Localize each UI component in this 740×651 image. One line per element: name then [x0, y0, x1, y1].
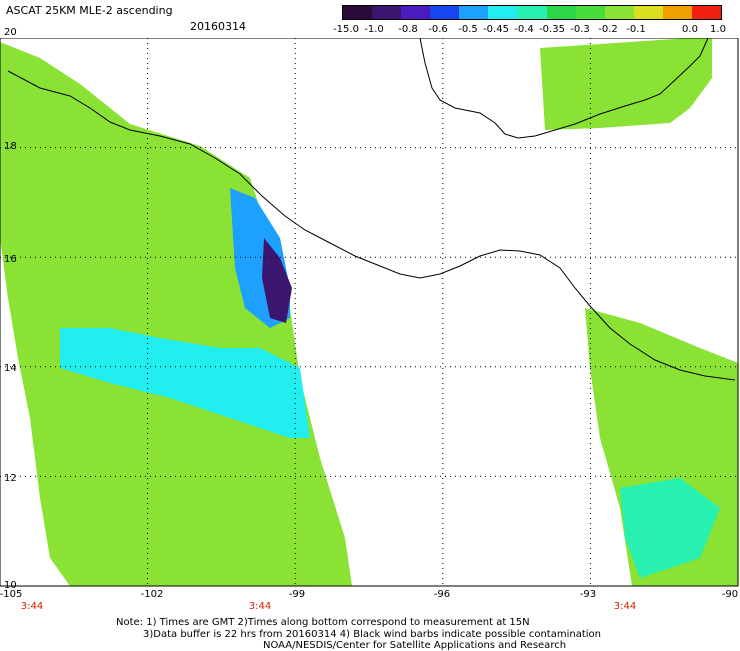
lat-label-14: 14 [4, 363, 17, 374]
color-scale-label: -0.5 [458, 24, 478, 35]
color-scale-swatch [662, 6, 692, 19]
color-scale-label: -0.8 [398, 24, 418, 35]
color-scale-swatch [459, 6, 489, 19]
color-scale-swatch [604, 6, 634, 19]
lon-label-93: -93 [579, 589, 597, 600]
color-scale-label: -15.0 [333, 24, 359, 35]
color-scale-labels: -15.0 -1.0 -0.8 -0.6 -0.5 -0.45 -0.4 -0.35 -0.3-… [326, 24, 740, 38]
data-swaths [0, 38, 738, 586]
color-scale-swatch [401, 6, 431, 19]
color-scale-swatch [575, 6, 605, 19]
west-swath-cyan [60, 328, 310, 438]
color-scale-label: -0.35 [539, 24, 565, 35]
footer-credit: NOAA/NESDIS/Center for Satellite Applica… [263, 640, 567, 651]
color-scale-swatch [517, 6, 547, 19]
color-scale-bar [342, 5, 722, 20]
color-scale-label: -0.45 [483, 24, 509, 35]
map-date: 20160314 [190, 20, 246, 33]
footer-note-1: Note: 1) Times are GMT 2)Times along bot… [116, 617, 530, 628]
gulf-swath [540, 38, 712, 130]
lon-label-90: -90 [721, 589, 739, 600]
color-scale-label: 0.0 [682, 24, 698, 35]
lat-label-12: 12 [4, 473, 17, 484]
color-scale-swatch [546, 6, 576, 19]
color-scale-label: -0.6 [428, 24, 448, 35]
pass-time-label: 3:44 [613, 601, 637, 612]
lat-label-20: 20 [4, 27, 17, 38]
color-scale-label: 1.0 [710, 24, 726, 35]
color-scale-swatch [488, 6, 518, 19]
ascat-map [0, 38, 739, 587]
coastline-north [419, 38, 709, 139]
east-swath-cyan [620, 478, 720, 578]
footer-note-2: 3)Data buffer is 22 hrs from 20160314 4)… [143, 629, 601, 640]
color-scale-label: -0.3 [570, 24, 590, 35]
lon-label-102: -102 [140, 589, 164, 600]
lat-label-16: 16 [4, 254, 17, 265]
grid-lines [0, 38, 738, 586]
color-scale-swatch [691, 6, 722, 19]
lon-label-105: -105 [0, 589, 23, 600]
color-scale-swatch [343, 6, 373, 19]
color-scale-swatch [372, 6, 402, 19]
map-title: ASCAT 25KM MLE-2 ascending [6, 4, 173, 17]
color-scale-swatch [430, 6, 460, 19]
pass-time-label: 3:44 [248, 601, 272, 612]
coastline [7, 70, 736, 381]
color-scale-label: -0.2 [598, 24, 618, 35]
color-scale-label: -1.0 [364, 24, 384, 35]
lat-label-18: 18 [4, 141, 17, 152]
color-scale-swatch [633, 6, 663, 19]
lat-label-10: 10 [4, 580, 17, 591]
color-scale-label: -0.4 [514, 24, 534, 35]
color-scale-label: -0.1 [626, 24, 646, 35]
west-swath-dark [262, 238, 292, 323]
lon-label-96: -96 [433, 589, 451, 600]
lon-label-99: -99 [288, 589, 306, 600]
pass-time-label: 3:44 [20, 601, 44, 612]
west-swath [0, 42, 352, 586]
